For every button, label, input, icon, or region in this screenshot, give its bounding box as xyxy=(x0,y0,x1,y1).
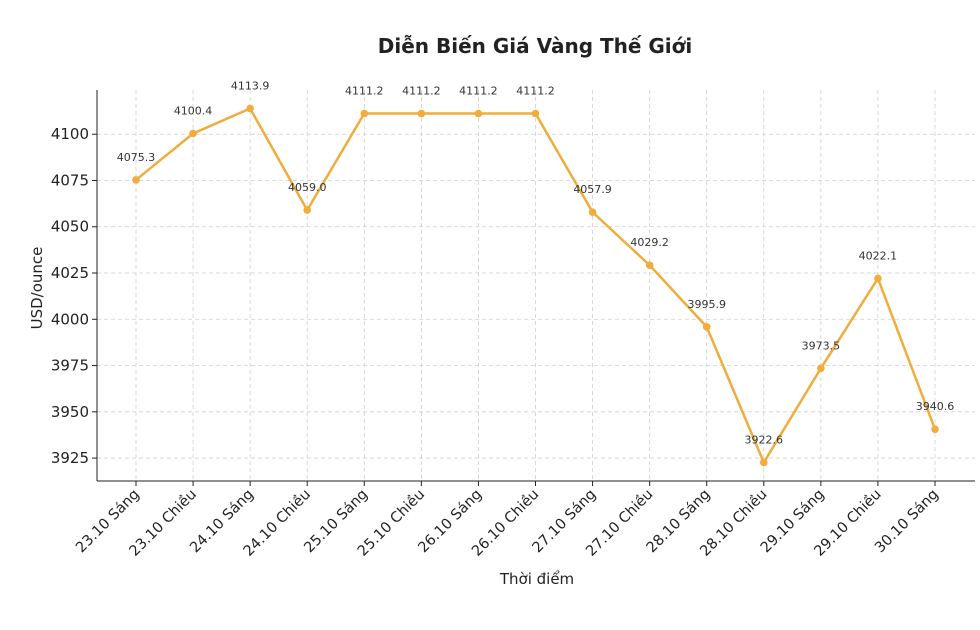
data-point xyxy=(702,323,711,331)
grid xyxy=(97,90,975,481)
y-tick-label: 4075 xyxy=(51,171,89,189)
data-point xyxy=(645,261,654,270)
y-tick-label: 4050 xyxy=(51,218,89,236)
data-label: 4111.2 xyxy=(516,85,555,98)
data-point xyxy=(132,176,140,184)
x-axis-label: Thời điểm xyxy=(499,570,574,588)
data-label: 4022.1 xyxy=(859,249,898,262)
data-point xyxy=(246,104,254,113)
data-label: 4100.4 xyxy=(174,104,213,117)
data-point xyxy=(303,206,312,214)
y-tick-label: 3950 xyxy=(51,403,89,421)
series xyxy=(132,104,939,467)
y-tick-label: 3975 xyxy=(51,357,89,375)
chart-title: Diễn Biến Giá Vàng Thế Giới xyxy=(378,34,693,58)
y-axis-label: USD/ounce xyxy=(28,247,46,330)
data-label: 3940.6 xyxy=(916,400,955,413)
data-label: 3995.9 xyxy=(687,298,726,311)
data-label: 3922.6 xyxy=(745,433,784,446)
y-tick-label: 3925 xyxy=(51,449,89,467)
data-label: 4057.9 xyxy=(573,183,612,196)
y-tick-label: 4100 xyxy=(51,125,89,143)
data-point xyxy=(817,364,825,373)
data-labels: 4075.3 4100.4 4113.9 4059.0 4111.2 4111.2 4111… xyxy=(117,80,955,447)
y-ticks: 3925 3950 3975 4000 4025 4050 4075 4100 xyxy=(51,125,97,467)
data-point xyxy=(759,458,768,467)
data-point xyxy=(189,129,197,138)
data-label: 4111.2 xyxy=(345,85,384,98)
data-label: 4111.2 xyxy=(459,85,498,98)
data-point xyxy=(588,208,597,216)
data-point xyxy=(931,425,939,433)
data-label: 4075.3 xyxy=(117,151,156,164)
axes xyxy=(96,90,975,482)
data-point xyxy=(360,109,369,118)
data-label: 3973.5 xyxy=(802,339,841,352)
y-tick-label: 4025 xyxy=(51,264,89,282)
data-point xyxy=(474,109,483,118)
data-point xyxy=(874,274,882,283)
data-label: 4113.9 xyxy=(231,80,270,93)
data-label: 4029.2 xyxy=(630,236,669,249)
data-point xyxy=(531,109,540,118)
data-point xyxy=(417,109,426,118)
data-label: 4111.2 xyxy=(402,85,441,98)
y-tick-label: 4000 xyxy=(51,310,89,328)
data-label: 4059.0 xyxy=(288,181,327,194)
